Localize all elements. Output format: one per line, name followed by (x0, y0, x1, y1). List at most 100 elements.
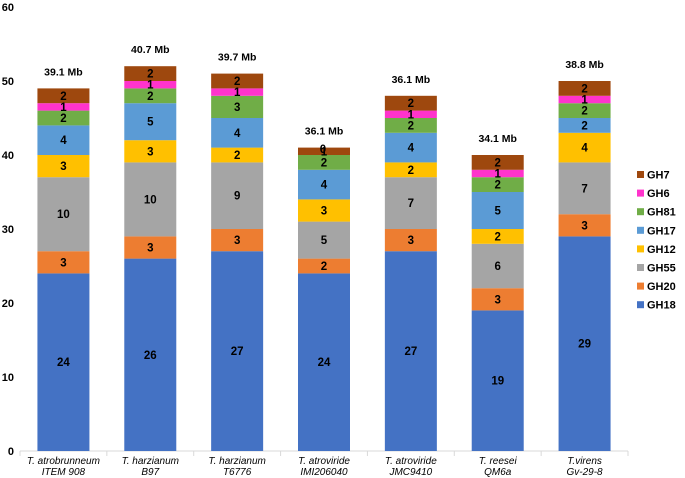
bar-segment-gh81 (124, 88, 177, 104)
data-label-gh7: 2 (581, 83, 587, 95)
data-label-gh18: 24 (57, 357, 70, 369)
bar-segment-gh17 (384, 132, 437, 163)
data-label-gh55: 5 (321, 235, 328, 247)
bar-segment-gh18 (471, 310, 524, 451)
legend-swatch-gh17 (637, 226, 644, 234)
x-category-label: T. atroviride (298, 456, 350, 467)
legend-label-gh17: GH17 (647, 225, 676, 237)
data-label-gh6: 1 (147, 80, 154, 92)
data-label-gh17: 4 (321, 180, 328, 192)
total-size-label: 39.7 Mb (218, 52, 257, 64)
bar-segment-gh7 (124, 66, 177, 81)
legend-swatch-gh20 (637, 282, 644, 290)
data-label-gh7: 2 (60, 91, 66, 103)
data-label-gh7: 2 (147, 69, 153, 81)
bar-segment-gh17 (124, 103, 177, 141)
bar-segment-gh81 (37, 110, 90, 126)
data-label-gh18: 29 (578, 339, 591, 351)
legend-label-gh18: GH18 (647, 300, 676, 312)
data-label-gh55: 7 (408, 198, 414, 210)
legend-label-gh12: GH12 (647, 244, 676, 256)
data-label-gh81: 2 (60, 113, 66, 125)
bar-segment-gh81 (471, 177, 524, 192)
y-tick-label: 20 (2, 298, 14, 310)
data-label-gh7: 1 (321, 146, 328, 158)
legend-label-gh55: GH55 (647, 263, 676, 275)
bar-segment-gh81 (298, 155, 350, 170)
bar-segment-gh12 (211, 147, 264, 163)
x-category-label: T6776 (223, 467, 252, 478)
data-label-gh7: 2 (234, 76, 240, 88)
data-label-gh6: 1 (60, 102, 67, 114)
legend-swatch-gh81 (637, 208, 644, 216)
data-label-gh81: 2 (408, 120, 414, 132)
x-category-label: JMC9410 (388, 467, 432, 478)
bar-segment-gh20 (298, 258, 350, 274)
x-category-label: Gv-29-8 (567, 467, 604, 478)
total-size-label: 40.7 Mb (131, 44, 170, 56)
legend-label-gh81: GH81 (647, 207, 676, 219)
data-label-gh18: 26 (144, 350, 157, 362)
data-label-gh17: 2 (581, 120, 587, 132)
total-size-label: 34.1 Mb (478, 133, 517, 145)
data-label-gh12: 2 (234, 150, 240, 162)
data-label-gh81: 2 (581, 106, 587, 118)
data-label-gh12: 3 (147, 146, 153, 158)
data-label-gh12: 3 (60, 161, 66, 173)
bar-segment-gh6 (211, 88, 264, 96)
data-label-gh12: 2 (408, 165, 414, 177)
x-category-label: T. reesei (479, 456, 518, 467)
data-label-gh20: 3 (60, 257, 66, 269)
data-label-gh55: 10 (57, 209, 70, 221)
bar-segment-gh55 (558, 162, 611, 215)
y-tick-label: 30 (2, 224, 14, 236)
bar-segment-gh20 (37, 251, 90, 274)
bar-segment-gh7 (211, 73, 264, 89)
data-label-gh55: 7 (581, 183, 587, 195)
data-label-gh7: 2 (495, 157, 501, 169)
total-size-label: 36.1 Mb (305, 126, 344, 138)
bar-segment-gh6 (37, 103, 90, 111)
bar-segment-gh6 (558, 95, 611, 104)
legend-label-gh20: GH20 (647, 281, 676, 293)
legend-swatch-gh7 (637, 171, 644, 178)
bar-segment-gh20 (558, 214, 611, 237)
data-label-gh20: 3 (234, 235, 240, 247)
y-tick-label: 0 (8, 446, 14, 458)
data-label-gh55: 9 (234, 191, 240, 203)
bar-segment-gh17 (471, 192, 524, 229)
data-label-gh12: 4 (581, 143, 588, 155)
data-label-gh6: 1 (581, 95, 588, 107)
bar-segment-gh7 (471, 155, 524, 170)
bar-segment-gh6 (124, 81, 177, 89)
legend-label-gh6: GH6 (647, 188, 670, 200)
y-tick-label: 50 (2, 76, 14, 88)
data-label-gh81: 2 (495, 180, 501, 192)
data-label-gh6: 1 (408, 109, 415, 121)
x-category-label: T.virens (567, 456, 602, 467)
data-label-gh17: 4 (60, 135, 67, 147)
total-size-label: 38.8 Mb (565, 59, 604, 71)
x-category-label: B97 (141, 467, 159, 478)
total-size-label: 39.1 Mb (44, 66, 83, 78)
bar-segment-gh12 (124, 140, 177, 163)
x-category-label: T. harzianum (122, 456, 179, 467)
bar-segment-gh18 (558, 236, 611, 451)
data-label-gh18: 19 (491, 376, 504, 388)
legend-swatch-gh6 (637, 189, 644, 197)
bar-segment-gh17 (558, 118, 611, 133)
bar-segment-gh12 (37, 155, 90, 178)
data-label-gh17: 4 (234, 128, 241, 140)
x-category-label: T. atroviride (385, 456, 437, 467)
bar-segment-gh20 (211, 229, 264, 252)
bar-segment-gh81 (558, 103, 611, 118)
data-label-gh20: 3 (581, 220, 587, 232)
bar-segment-gh12 (558, 132, 611, 163)
bar-segment-gh55 (211, 162, 264, 229)
bar-segment-gh7 (298, 147, 350, 155)
bar-segment-gh55 (37, 177, 90, 252)
total-size-label: 36.1 Mb (392, 74, 431, 86)
data-label-gh55: 10 (144, 194, 157, 206)
bar-segment-gh18 (384, 251, 437, 451)
